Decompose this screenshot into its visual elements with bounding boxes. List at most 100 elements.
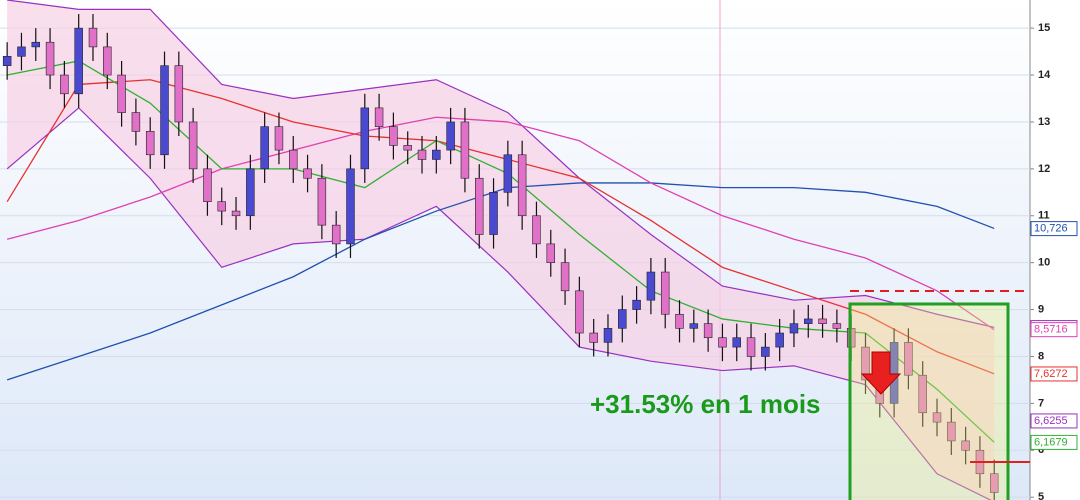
candle	[389, 112, 398, 160]
candle-body	[660, 271, 670, 315]
candle-body	[203, 168, 212, 202]
price-label-box	[1030, 434, 1078, 450]
candle	[947, 408, 956, 455]
candle-body	[918, 374, 927, 414]
price-label: 10,726	[1034, 223, 1068, 235]
price-label-box	[1030, 322, 1078, 338]
candle	[675, 300, 684, 343]
price-label: 6,1679	[1034, 436, 1068, 448]
candle	[74, 14, 83, 108]
highlight-box	[848, 302, 1010, 500]
y-tick-label: 6	[1038, 444, 1044, 456]
candle	[203, 154, 212, 216]
candle	[632, 286, 641, 324]
candle	[174, 51, 184, 137]
candle	[489, 178, 498, 249]
price-label-box	[1030, 413, 1078, 429]
candle-body	[718, 337, 727, 348]
price-label: 6,6255	[1034, 415, 1068, 427]
candle	[932, 398, 942, 437]
candle-body	[117, 74, 126, 113]
candle-body	[331, 224, 341, 245]
candle-body	[503, 154, 513, 193]
candle-body	[904, 342, 913, 376]
candle-body	[346, 168, 355, 245]
candle	[117, 60, 126, 127]
candle	[432, 136, 441, 174]
candle	[618, 295, 627, 343]
candle-body	[761, 346, 770, 357]
band-upper	[7, 0, 995, 328]
candle-body	[947, 421, 956, 442]
candle-body	[861, 346, 870, 381]
candle-body	[60, 74, 69, 95]
candle-body	[446, 121, 455, 151]
candle-body	[804, 318, 813, 324]
y-tick-label: 5	[1038, 491, 1044, 500]
candle	[60, 60, 69, 108]
candle	[789, 309, 799, 348]
y-tick-label: 7	[1038, 397, 1044, 409]
candle-body	[546, 243, 555, 263]
candle-body	[389, 126, 398, 146]
candle	[403, 131, 412, 165]
price-label: 8,5716	[1034, 324, 1068, 336]
candle-body	[188, 121, 198, 170]
candle-body	[145, 131, 155, 156]
candle	[918, 361, 927, 427]
candle-body	[789, 323, 799, 334]
candle-body	[217, 201, 226, 212]
candle-body	[303, 168, 312, 179]
candle	[832, 309, 842, 343]
candle	[31, 28, 40, 61]
candle-body	[374, 107, 384, 127]
candle	[188, 107, 198, 183]
candle	[317, 164, 327, 240]
candle	[703, 309, 713, 352]
candle	[360, 93, 370, 183]
candle	[775, 318, 784, 362]
y-tick-label: 8	[1038, 350, 1044, 362]
candle	[475, 164, 484, 249]
candle-body	[103, 46, 112, 76]
candle-body	[961, 440, 970, 451]
candle-body	[646, 271, 656, 301]
candle	[575, 276, 584, 348]
candle-body	[45, 41, 55, 76]
candle-body	[460, 121, 470, 179]
y-tick-label: 9	[1038, 303, 1044, 315]
sell-arrow	[860, 351, 902, 395]
band-lower	[6, 107, 992, 500]
candle-body	[575, 290, 584, 334]
candle-body	[703, 323, 713, 339]
candle	[660, 257, 670, 329]
y-tick-label: 12	[1038, 163, 1050, 175]
candle-body	[74, 27, 83, 95]
candle	[289, 136, 298, 183]
candle	[17, 32, 26, 71]
candle-body	[17, 46, 26, 57]
candle	[603, 314, 613, 357]
candle-body	[517, 154, 527, 217]
candle	[260, 112, 269, 183]
candle-body	[675, 313, 684, 329]
candle	[274, 112, 284, 165]
y-tick-label: 14	[1038, 69, 1051, 81]
candle-body	[403, 145, 412, 151]
candle-body	[131, 112, 141, 132]
candle	[374, 93, 384, 141]
candle	[990, 459, 999, 500]
candle	[246, 154, 255, 230]
candle-body	[160, 65, 169, 156]
candle	[145, 117, 155, 169]
candle-body	[432, 149, 441, 160]
candle-body	[231, 210, 241, 217]
candle-body	[475, 177, 484, 235]
candle	[746, 323, 756, 371]
y-axis: 5678910111213141510,7268,61598,57167,627…	[1030, 22, 1078, 500]
candle	[160, 51, 169, 169]
candle	[546, 229, 555, 277]
candle	[217, 187, 226, 226]
candle	[646, 257, 656, 315]
